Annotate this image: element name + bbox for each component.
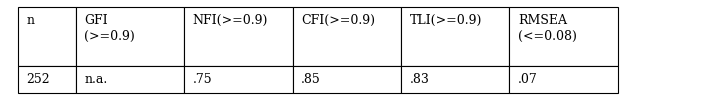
Text: GFI
(>=0.9): GFI (>=0.9) [85, 14, 135, 43]
Text: .83: .83 [409, 73, 429, 86]
Bar [18, 7, 76, 66]
Text: 252: 252 [26, 73, 49, 86]
Bar [184, 7, 293, 66]
Text: .85: .85 [301, 73, 321, 86]
Bar [76, 7, 184, 66]
Bar [18, 66, 76, 93]
Text: n: n [26, 14, 34, 27]
Text: n.a.: n.a. [85, 73, 108, 86]
Text: .75: .75 [193, 73, 213, 86]
Bar [401, 66, 510, 93]
Bar [293, 7, 401, 66]
Bar [184, 66, 293, 93]
Text: NFI(>=0.9): NFI(>=0.9) [193, 14, 268, 27]
Bar [510, 66, 618, 93]
Text: TLI(>=0.9): TLI(>=0.9) [409, 14, 482, 27]
Text: .07: .07 [518, 73, 537, 86]
Bar [76, 66, 184, 93]
Bar [293, 66, 401, 93]
Text: RMSEA
(<=0.08): RMSEA (<=0.08) [518, 14, 577, 43]
Bar [510, 7, 618, 66]
Bar [401, 7, 510, 66]
Text: CFI(>=0.9): CFI(>=0.9) [301, 14, 375, 27]
